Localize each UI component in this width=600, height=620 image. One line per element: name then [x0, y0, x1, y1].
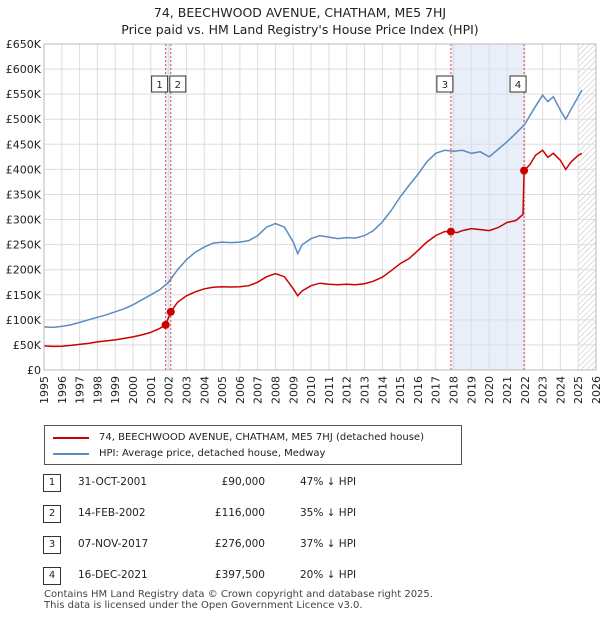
sale-hpi-diff: 37% ↓ HPI [300, 538, 357, 550]
y-tick-label: £300K [6, 214, 42, 227]
chart-subtitle: Price paid vs. HM Land Registry's House … [121, 22, 479, 37]
y-tick-label: £0 [27, 364, 41, 377]
legend: 74, BEECHWOOD AVENUE, CHATHAM, ME5 7HJ (… [44, 425, 462, 465]
legend-item-hpi: HPI: Average price, detached house, Medw… [53, 448, 325, 459]
x-tick-label: 2026 [590, 376, 600, 404]
sale-point-2 [166, 307, 175, 316]
sale-number: 4 [43, 567, 61, 585]
table-row: 2 14-FEB-2002 £116,000 35% ↓ HPI [0, 505, 600, 525]
y-tick-label: £650K [6, 38, 42, 51]
x-tick-label: 1997 [74, 376, 87, 404]
x-tick-label: 2002 [163, 376, 176, 404]
x-tick-label: 2015 [394, 376, 407, 404]
sale-hpi-diff: 47% ↓ HPI [300, 476, 357, 488]
table-row: 4 16-DEC-2021 £397,500 20% ↓ HPI [0, 567, 600, 587]
footer-licence: This data is licensed under the Open Gov… [44, 600, 363, 611]
y-tick-label: £450K [6, 138, 42, 151]
sale-price: £90,000 [221, 476, 265, 488]
sale-hpi-diff: 35% ↓ HPI [300, 507, 357, 519]
x-tick-label: 2010 [305, 376, 318, 404]
x-tick-label: 2022 [519, 376, 532, 404]
marker-box-3 [436, 75, 454, 93]
x-tick-label: 1999 [109, 376, 122, 404]
future-hatch [578, 44, 596, 370]
sale-hpi-diff: 20% ↓ HPI [300, 569, 357, 581]
x-tick-label: 2017 [430, 376, 443, 404]
x-tick-label: 2005 [216, 376, 229, 404]
sale-number: 1 [43, 474, 61, 492]
y-tick-label: £150K [6, 289, 42, 302]
sale-date: 31-OCT-2001 [78, 476, 147, 488]
plot-frame [43, 43, 597, 371]
x-tick-label: 2014 [376, 376, 389, 404]
x-tick-label: 2018 [448, 376, 461, 404]
x-tick-label: 2023 [537, 376, 550, 404]
x-tick-label: 2024 [554, 376, 567, 404]
sale-number: 2 [43, 505, 61, 523]
x-tick-label: 2003 [180, 376, 193, 404]
y-tick-label: £500K [6, 113, 42, 126]
x-tick-label: 2025 [572, 376, 585, 404]
marker-label-1: 1 [156, 80, 162, 91]
x-tick-label: 2000 [127, 376, 140, 404]
sale-point-3 [446, 227, 455, 236]
marker-label-3: 3 [442, 80, 448, 91]
footer: Contains HM Land Registry data © Crown c… [44, 589, 433, 611]
y-tick-label: £350K [6, 188, 42, 201]
x-tick-label: 1995 [38, 376, 51, 404]
y-tick-label: £600K [6, 63, 42, 76]
x-tick-label: 1998 [91, 376, 104, 404]
marker-label-2: 2 [175, 80, 181, 91]
table-row: 3 07-NOV-2017 £276,000 37% ↓ HPI [0, 536, 600, 556]
sale-price: £276,000 [214, 538, 265, 550]
sale-price: £397,500 [214, 569, 265, 581]
table-row: 1 31-OCT-2001 £90,000 47% ↓ HPI [0, 474, 600, 494]
x-tick-label: 2009 [287, 376, 300, 404]
y-tick-label: £50K [13, 339, 42, 352]
x-tick-label: 2016 [412, 376, 425, 404]
x-tick-label: 2011 [323, 376, 336, 404]
sale-date: 16-DEC-2021 [78, 569, 148, 581]
legend-swatch-property [53, 436, 89, 439]
sale-price: £116,000 [214, 507, 265, 519]
x-tick-label: 2001 [145, 376, 158, 404]
footer-copyright: Contains HM Land Registry data © Crown c… [44, 589, 433, 600]
property-series-line [43, 149, 583, 348]
y-tick-label: £550K [6, 88, 42, 101]
x-tick-label: 2013 [359, 376, 372, 404]
sale-date: 14-FEB-2002 [78, 507, 146, 519]
x-tick-label: 2004 [198, 376, 211, 404]
y-tick-label: £250K [6, 239, 42, 252]
chart-title: 74, BEECHWOOD AVENUE, CHATHAM, ME5 7HJ [153, 5, 447, 20]
price-chart: £0 £50K £100K £150K £200K £250K £300K £350K £400… [6, 38, 600, 404]
marker-box-1 [151, 75, 169, 93]
x-tick-label: 2019 [465, 376, 478, 404]
legend-label-hpi: HPI: Average price, detached house, Medw… [99, 448, 326, 459]
x-tick-label: 2020 [483, 376, 496, 404]
y-tick-label: £100K [6, 314, 42, 327]
x-tick-label: 2008 [269, 376, 282, 404]
shaded-range-2 [450, 44, 525, 370]
x-tick-label: 2007 [252, 376, 265, 404]
marker-box-2 [169, 75, 187, 93]
sale-point-4 [520, 166, 529, 175]
y-tick-label: £400K [6, 163, 42, 176]
legend-swatch-hpi [53, 452, 89, 455]
x-tick-label: 2021 [501, 376, 514, 404]
x-tick-label: 1996 [56, 376, 69, 404]
marker-box-4 [509, 75, 527, 93]
legend-item-property: 74, BEECHWOOD AVENUE, CHATHAM, ME5 7HJ (… [53, 432, 424, 443]
legend-label-property: 74, BEECHWOOD AVENUE, CHATHAM, ME5 7HJ (… [99, 432, 424, 443]
marker-label-4: 4 [515, 80, 521, 91]
x-tick-label: 2006 [234, 376, 247, 404]
y-tick-label: £200K [6, 264, 42, 277]
sale-number: 3 [43, 536, 61, 554]
x-tick-label: 2012 [341, 376, 354, 404]
sale-date: 07-NOV-2017 [78, 538, 149, 550]
sale-point-1 [161, 320, 170, 329]
hpi-series-line [43, 89, 583, 329]
